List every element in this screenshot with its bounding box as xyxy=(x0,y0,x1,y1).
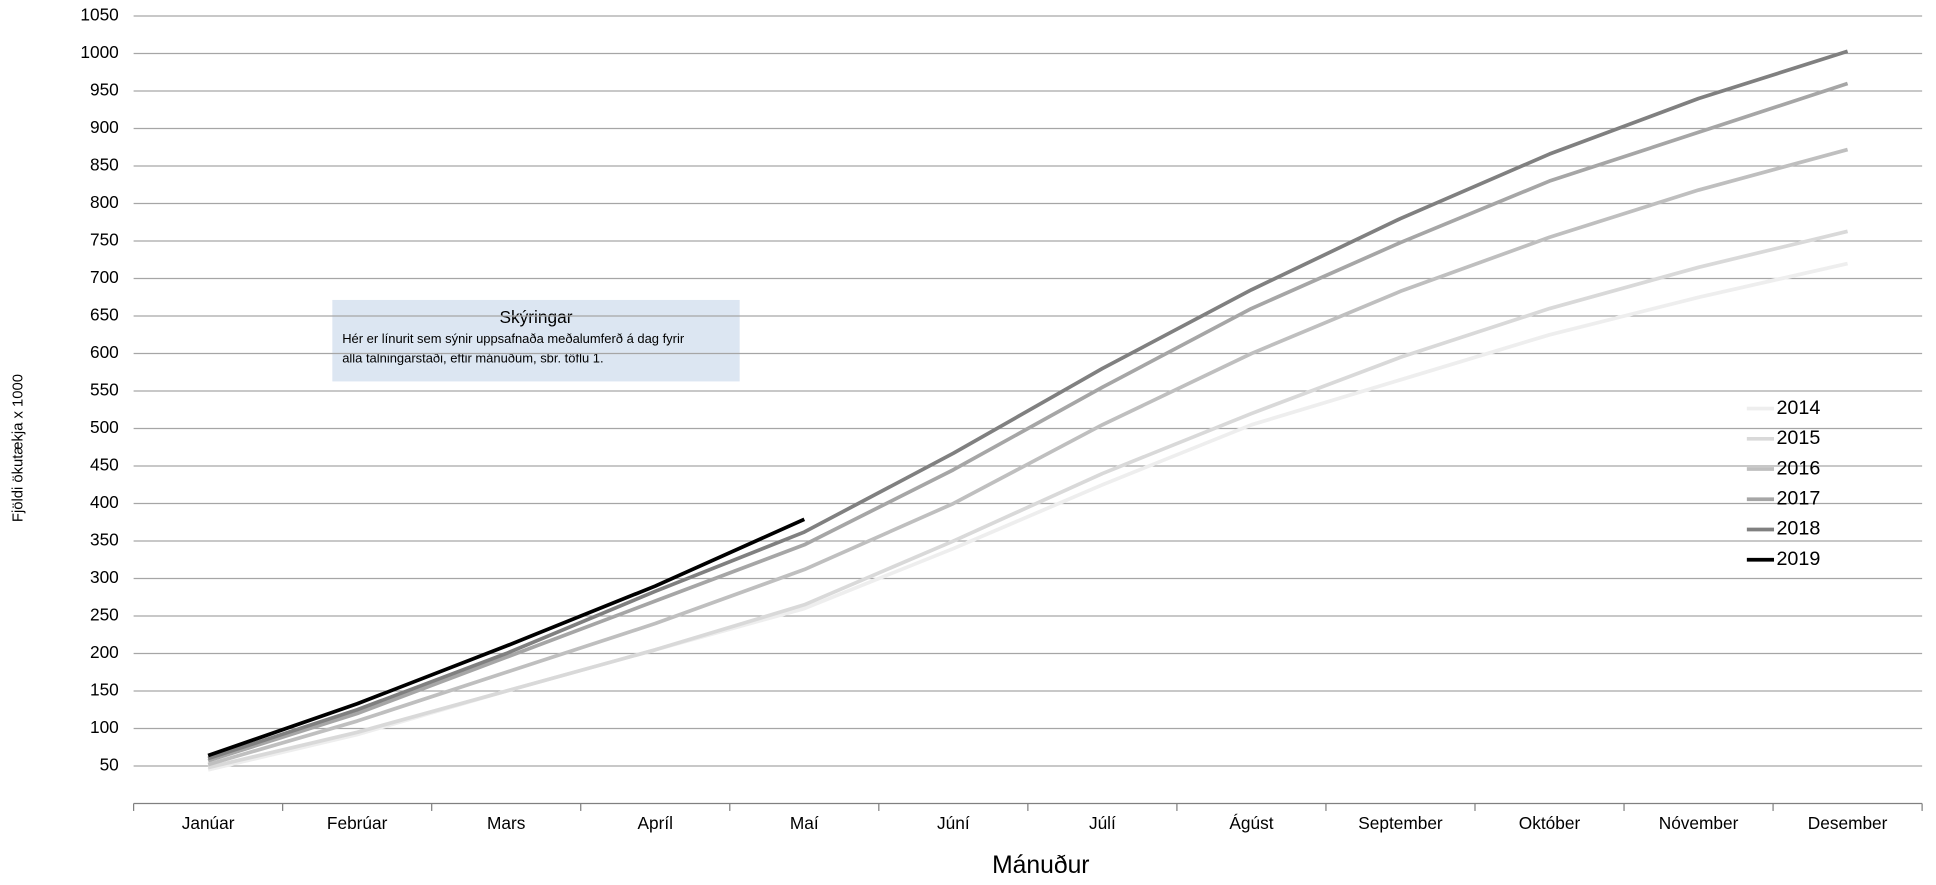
x-tick-label: Maí xyxy=(790,813,819,833)
x-tick-label: Ágúst xyxy=(1229,813,1273,833)
series-line xyxy=(207,49,1849,761)
y-tick-label: 1050 xyxy=(80,5,118,25)
annotation-text: alla talningarstaði, eftir mánuðum, sbr.… xyxy=(342,351,603,366)
y-tick-label: 250 xyxy=(90,605,119,625)
y-tick-label: 650 xyxy=(90,305,119,325)
series-line xyxy=(207,229,1849,770)
y-tick-label: 600 xyxy=(90,342,119,362)
y-tick-label: 150 xyxy=(90,680,119,700)
y-tick-label: 800 xyxy=(90,192,119,212)
legend-label: 2018 xyxy=(1776,518,1820,540)
x-tick-label: Júlí xyxy=(1089,813,1116,833)
x-tick-label: September xyxy=(1358,813,1443,833)
series-line xyxy=(207,81,1849,763)
y-tick-label: 500 xyxy=(90,417,119,437)
y-tick-label: 100 xyxy=(90,717,119,737)
y-tick-label: 750 xyxy=(90,230,119,250)
y-tick-label: 950 xyxy=(90,80,119,100)
legend-label: 2015 xyxy=(1776,427,1820,449)
annotation-title: Skýringar xyxy=(500,307,573,327)
y-tick-label: 200 xyxy=(90,642,119,662)
y-tick-label: 350 xyxy=(90,530,119,550)
x-tick-label: Júní xyxy=(937,813,970,833)
y-tick-label: 1000 xyxy=(80,42,118,62)
series-line xyxy=(207,517,806,758)
annotation-box xyxy=(332,299,740,382)
legend-label: 2017 xyxy=(1776,487,1820,509)
y-tick-label: 700 xyxy=(90,267,119,287)
x-tick-label: Nóvember xyxy=(1659,813,1739,833)
annotation-text: Hér er línurit sem sýnir uppsafnaða meða… xyxy=(342,331,685,346)
x-axis-label: Mánuður xyxy=(992,852,1089,879)
y-tick-label: 400 xyxy=(90,492,119,512)
y-tick-label: 550 xyxy=(90,380,119,400)
x-tick-label: Október xyxy=(1519,813,1581,833)
legend-label: 2014 xyxy=(1776,397,1820,419)
y-tick-label: 450 xyxy=(90,455,119,475)
x-tick-label: Desember xyxy=(1808,813,1888,833)
y-tick-label: 900 xyxy=(90,117,119,137)
legend-label: 2019 xyxy=(1776,548,1820,570)
y-tick-label: 850 xyxy=(90,155,119,175)
y-tick-label: 50 xyxy=(100,755,119,775)
y-axis-label: Fjöldi ökutækja x 1000 xyxy=(11,374,27,522)
series-line xyxy=(207,147,1849,767)
legend-label: 2016 xyxy=(1776,457,1820,479)
x-tick-label: Febrúar xyxy=(327,813,388,833)
x-tick-label: Janúar xyxy=(182,813,235,833)
x-tick-label: Apríl xyxy=(637,813,673,833)
y-tick-label: 300 xyxy=(90,567,119,587)
x-tick-label: Mars xyxy=(487,813,526,833)
